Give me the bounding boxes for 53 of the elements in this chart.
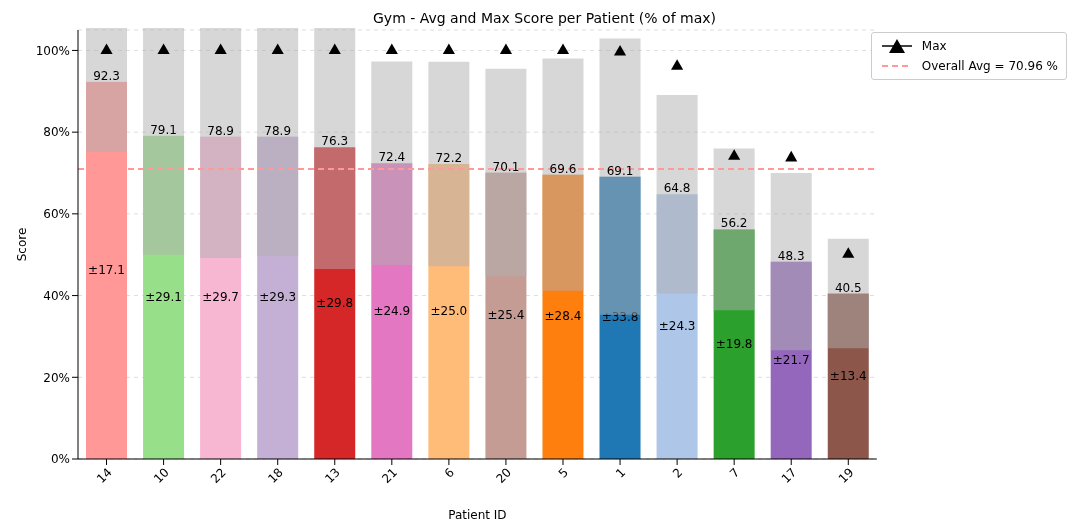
annotation: ±13.4	[829, 368, 867, 383]
y-tick-label: 60%	[43, 207, 70, 222]
annotation: ±25.4	[487, 308, 525, 323]
data-label: 56.2	[720, 216, 748, 231]
annotation: ±28.4	[544, 309, 582, 324]
x-tick-label: 17	[778, 465, 800, 486]
data-label: 72.2	[435, 151, 463, 166]
annotation: ±29.8	[316, 295, 354, 310]
x-tick-label: 19	[835, 465, 857, 486]
annotation: ±17.1	[88, 262, 125, 277]
x-tick-label: 18	[265, 465, 286, 486]
data-label: 76.3	[321, 134, 349, 149]
x-tick-label: 6	[441, 465, 458, 481]
x-tick-label: 22	[208, 465, 229, 486]
annotation: ±29.3	[259, 290, 297, 305]
data-label: 78.9	[207, 123, 234, 138]
y-tick-label: 100%	[35, 43, 70, 58]
y-tick-label: 0%	[50, 452, 70, 467]
data-label: 48.3	[777, 248, 805, 263]
data-label: 72.4	[378, 150, 406, 165]
x-tick-label: 13	[322, 465, 343, 486]
annotation: ±33.8	[601, 310, 639, 325]
data-label: 40.5	[834, 280, 862, 295]
x-tick-label: 2	[669, 465, 686, 481]
data-label: 79.1	[150, 122, 177, 137]
annotation: ±25.0	[430, 304, 468, 319]
annotation: ±24.3	[658, 319, 696, 334]
annotation: ±29.7	[202, 290, 240, 305]
data-label: 78.9	[264, 123, 292, 138]
legend-label: Overall Avg = 70.96 %	[921, 59, 1058, 73]
x-tick-label: 1	[612, 465, 629, 481]
data-label: 70.1	[492, 159, 520, 174]
x-tick-label: 20	[493, 465, 515, 486]
y-axis-title: Score	[15, 227, 30, 262]
y-tick-label: 80%	[43, 125, 70, 140]
annotation: ±21.7	[772, 352, 810, 367]
x-tick-label: 21	[379, 465, 400, 486]
data-label: 92.3	[93, 68, 120, 83]
x-tick-label: 5	[555, 465, 572, 481]
chart-title: Gym - Avg and Max Score per Patient (% of max)	[372, 9, 717, 28]
x-tick-label: 10	[151, 465, 172, 486]
data-label: 64.8	[663, 181, 691, 196]
legend-label: Max	[921, 39, 947, 53]
x-tick-label: 7	[727, 465, 743, 481]
data-label: 69.1	[606, 163, 634, 178]
x-tick-label: 14	[93, 465, 115, 486]
annotation: ±29.1	[145, 289, 182, 304]
data-label: 69.6	[549, 161, 577, 176]
annotation: ±24.9	[373, 303, 411, 318]
x-axis-title: Patient ID	[448, 508, 507, 522]
y-tick-label: 40%	[43, 288, 70, 303]
y-tick-label: 20%	[43, 370, 70, 385]
annotation: ±19.8	[715, 336, 753, 351]
